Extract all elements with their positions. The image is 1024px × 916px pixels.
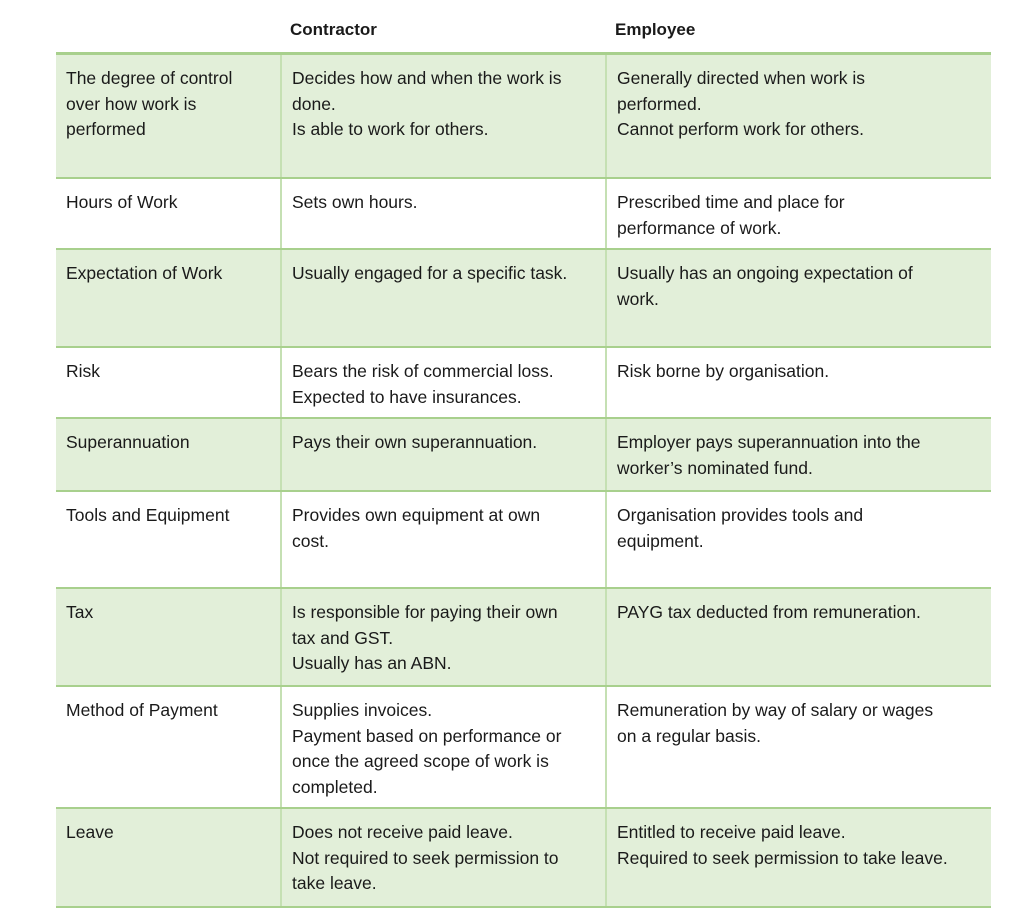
contractor-cell: Does not receive paid leave. Not require…: [280, 809, 605, 906]
table-row: The degree of control over how work is p…: [56, 55, 991, 179]
row-label: Expectation of Work: [66, 263, 223, 283]
employee-cell: Generally directed when work is performe…: [605, 55, 991, 177]
table-row: Tax Is responsible for paying their own …: [56, 589, 991, 687]
row-label: Tax: [66, 602, 94, 622]
contractor-cell: Usually engaged for a specific task.: [280, 250, 605, 346]
employee-cell: Organisation provides tools and equipmen…: [605, 492, 991, 587]
employee-cell: Entitled to receive paid leave. Required…: [605, 809, 991, 906]
table-row: Expectation of Work Usually engaged for …: [56, 250, 991, 348]
contractor-cell: Decides how and when the work is done. I…: [280, 55, 605, 177]
row-label: Superannuation: [66, 432, 190, 452]
contractor-cell: Pays their own superannuation.: [280, 419, 605, 490]
table-row: Hours of Work Sets own hours. Prescribed…: [56, 179, 991, 250]
header-contractor: Contractor: [290, 20, 377, 39]
row-label: Risk: [66, 361, 101, 381]
row-label: Hours of Work: [66, 192, 178, 212]
table-row: Tools and Equipment Provides own equipme…: [56, 492, 991, 589]
employee-cell: Risk borne by organisation.: [605, 348, 991, 417]
table-row: Leave Does not receive paid leave. Not r…: [56, 809, 991, 908]
contractor-cell: Sets own hours.: [280, 179, 605, 248]
row-label: Leave: [66, 822, 114, 842]
contractor-cell: Bears the risk of commercial loss. Expec…: [280, 348, 605, 417]
table-header-row: Contractor Employee: [56, 0, 991, 55]
employee-cell: Prescribed time and place for performanc…: [605, 179, 991, 248]
row-label: Tools and Equipment: [66, 505, 230, 525]
contractor-cell: Is responsible for paying their own tax …: [280, 589, 605, 685]
employee-cell: Remuneration by way of salary or wages o…: [605, 687, 991, 807]
table-row: Method of Payment Supplies invoices. Pay…: [56, 687, 991, 809]
table-row: Superannuation Pays their own superannua…: [56, 419, 991, 492]
contractor-cell: Provides own equipment at own cost.: [280, 492, 605, 587]
row-label: The degree of control over how work is p…: [66, 68, 233, 140]
header-employee: Employee: [615, 20, 696, 39]
table-row: Risk Bears the risk of commercial loss. …: [56, 348, 991, 419]
row-label: Method of Payment: [66, 700, 218, 720]
employee-cell: Employer pays superannuation into the wo…: [605, 419, 991, 490]
comparison-table: Contractor Employee The degree of contro…: [56, 0, 991, 908]
contractor-cell: Supplies invoices. Payment based on perf…: [280, 687, 605, 807]
employee-cell: PAYG tax deducted from remuneration.: [605, 589, 991, 685]
employee-cell: Usually has an ongoing expectation of wo…: [605, 250, 991, 346]
